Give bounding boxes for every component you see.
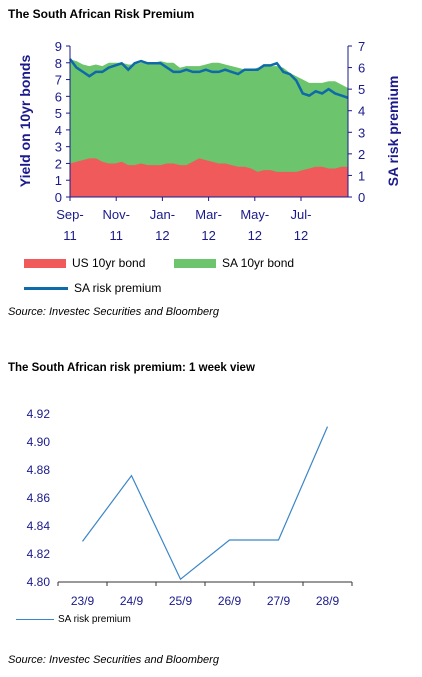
chart1-plot: Yield on 10yr bonds SA risk premium 0123… (17, 39, 401, 243)
chart2-xtick-label: 24/9 (120, 594, 144, 608)
chart1-xtick-label: 12 (248, 228, 262, 243)
chart1-source: Source: Investec Securities and Bloomber… (8, 306, 219, 318)
chart1-y2tick-label: 5 (358, 82, 365, 97)
legend-swatch-sa (174, 258, 216, 268)
chart1-xtick-label: Jul- (291, 207, 312, 222)
chart1-y2tick-label: 3 (358, 125, 365, 140)
sa-risk-premium-week-line (82, 426, 329, 581)
chart1-y-axis-label: Yield on 10yr bonds (17, 55, 33, 188)
us-10yr-area (70, 158, 348, 197)
chart2-title: The South African risk premium: 1 week v… (8, 362, 255, 374)
chart1-ytick-label: 3 (55, 140, 62, 155)
chart1-ytick-label: 7 (55, 73, 62, 88)
chart2-ytick-label: 4.84 (27, 519, 51, 533)
chart1-ytick-label: 9 (55, 39, 62, 54)
chart1-xtick-label: Jan- (150, 207, 175, 222)
legend-label-sa: SA 10yr bond (222, 256, 295, 270)
chart2-ytick-label: 4.80 (27, 575, 51, 589)
chart2-ytick-label: 4.92 (27, 407, 51, 421)
legend-sa-10yr: SA 10yr bond (174, 256, 294, 270)
chart1-ytick-label: 5 (55, 106, 62, 121)
legend-swatch-risk (24, 286, 68, 290)
chart2-xtick-label: 25/9 (169, 594, 193, 608)
legend-risk-premium: SA risk premium (24, 281, 161, 295)
chart1-xtick-label: 12 (294, 228, 308, 243)
chart1-xtick-label: 12 (155, 228, 169, 243)
chart1-y2tick-label: 1 (358, 168, 365, 183)
chart1-ytick-label: 1 (55, 173, 62, 188)
chart2-plot: 4.80 4.82 4.84 4.86 4.88 4.90 4.92 23/9 24/9 25/9… (27, 407, 353, 608)
chart1-xtick-label: 11 (109, 228, 123, 243)
chart1-xtick-label: Sep- (56, 207, 83, 222)
chart2-xtick-label: 27/9 (267, 594, 291, 608)
chart1-y2tick-label: 7 (358, 39, 365, 54)
chart2-ytick-label: 4.82 (27, 547, 51, 561)
chart1-xtick-label: May- (240, 207, 269, 222)
chart1-y2tick-label: 2 (358, 147, 365, 162)
chart2-xtick-label: 23/9 (71, 594, 95, 608)
chart2-legend-swatch (16, 619, 54, 620)
chart2-source: Source: Investec Securities and Bloomber… (8, 654, 219, 666)
chart1-y2tick-label: 4 (358, 104, 365, 119)
legend-label-risk: SA risk premium (74, 281, 162, 295)
chart1-ytick-label: 4 (55, 123, 62, 138)
chart2-legend-label: SA risk premium (58, 614, 131, 625)
risk-premium-line (68, 58, 349, 99)
chart1-y2tick-label: 0 (358, 190, 365, 205)
chart1-ytick-label: 0 (55, 190, 62, 205)
chart1-ytick-label: 8 (55, 56, 62, 71)
chart1-xtick-label: 12 (201, 228, 215, 243)
chart2-ytick-label: 4.90 (27, 435, 51, 449)
chart2-xtick-label: 28/9 (316, 594, 340, 608)
chart1-xtick-label: 11 (63, 228, 77, 243)
chart1-xtick-label: Mar- (195, 207, 222, 222)
legend-us-10yr: US 10yr bond (24, 256, 145, 270)
chart1-title: The South African Risk Premium (8, 7, 195, 21)
chart1-xtick-label: Nov- (102, 207, 129, 222)
chart2-ytick-label: 4.86 (27, 491, 51, 505)
chart1-y2tick-label: 6 (358, 61, 365, 76)
chart2-ytick-label: 4.88 (27, 463, 51, 477)
chart2-legend: SA risk premium (16, 614, 131, 625)
chart1-ytick-label: 2 (55, 156, 62, 171)
chart2-xtick-label: 26/9 (218, 594, 242, 608)
chart1-ytick-label: 6 (55, 89, 62, 104)
legend-swatch-us (24, 258, 66, 268)
chart1-y2-axis-label: SA risk premium (385, 76, 401, 187)
sa-10yr-area (70, 59, 348, 197)
legend-label-us: US 10yr bond (72, 256, 146, 270)
